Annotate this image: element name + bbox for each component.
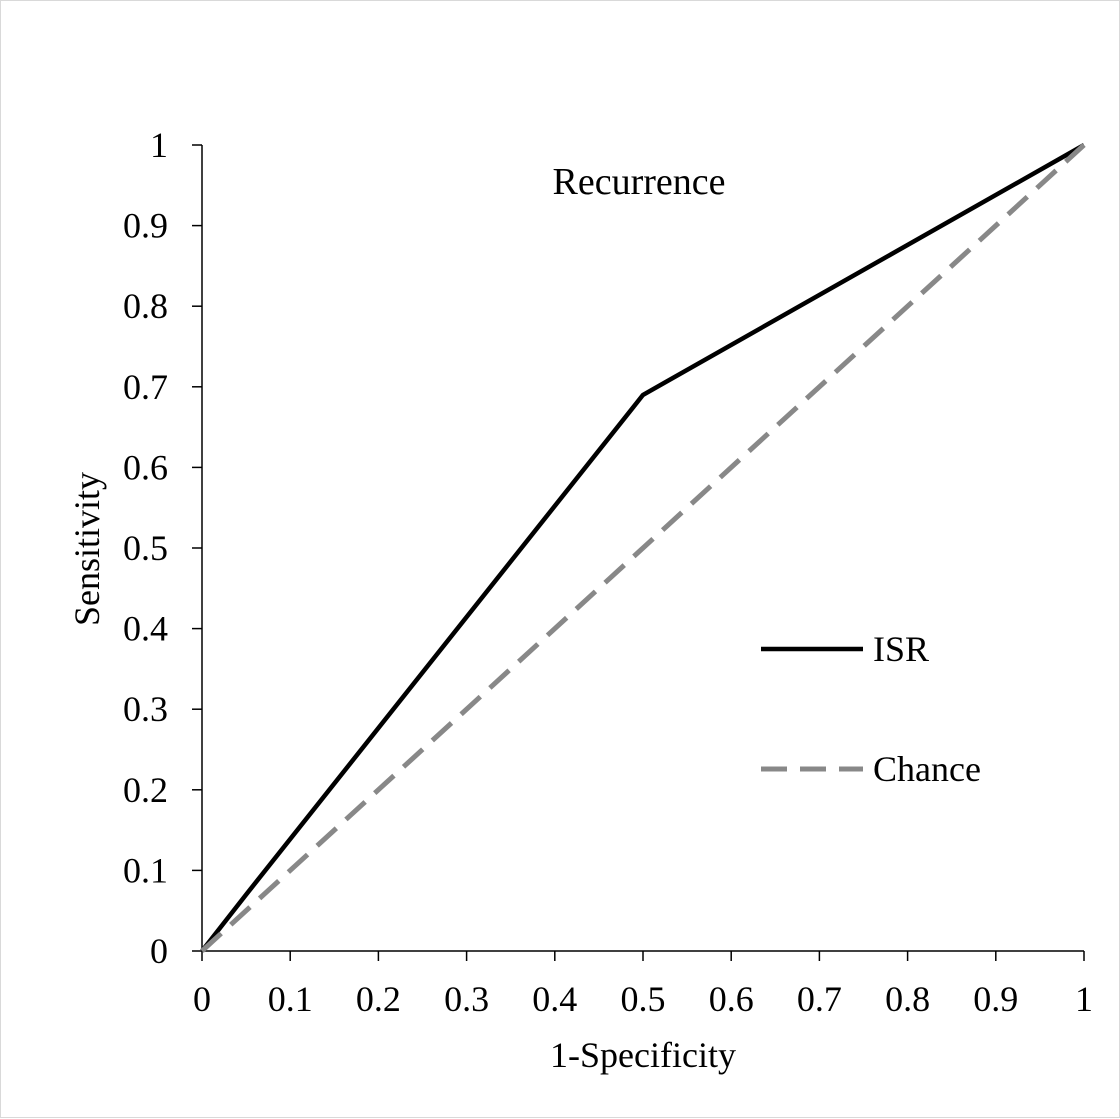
y-axis-title: Sensitivity: [67, 472, 107, 626]
y-tick-label: 0.2: [123, 770, 168, 810]
y-tick-label: 0.7: [123, 367, 168, 407]
series-lines: [200, 143, 1086, 953]
x-tick-label: 0.9: [973, 979, 1018, 1019]
x-tick-label: 0.6: [709, 979, 754, 1019]
series-line-chance: [200, 143, 1086, 953]
x-tick-label: 1: [1075, 979, 1093, 1019]
y-tick-label: 0.4: [123, 609, 168, 649]
y-tick-label: 0.8: [123, 286, 168, 326]
chart-title: Recurrence: [553, 161, 726, 203]
x-tick-label: 0.7: [797, 979, 842, 1019]
y-tick-label: 0.1: [123, 850, 168, 890]
x-axis-title: 1-Specificity: [550, 1035, 736, 1075]
x-tick-label: 0.8: [885, 979, 930, 1019]
legend-entry-isr: ISR: [761, 629, 929, 669]
x-tick-label: 0: [193, 979, 211, 1019]
y-tick-label: 0.3: [123, 689, 168, 729]
x-tick-label: 0.4: [532, 979, 577, 1019]
x-axis-ticks: 0 0.1 0.2 0.3 0.4 0.5 0.6 0.7 0.8 0.9 1: [193, 951, 1093, 1019]
y-axis-ticks: 0 0.1 0.2 0.3 0.4 0.5 0.6 0.7 0.8 0.9 1: [123, 125, 202, 971]
x-tick-label: 0.2: [356, 979, 401, 1019]
legend-entry-chance: Chance: [761, 749, 981, 789]
y-tick-label: 0: [150, 931, 168, 971]
x-tick-label: 0.1: [268, 979, 313, 1019]
y-tick-label: 0.6: [123, 447, 168, 487]
x-tick-label: 0.5: [621, 979, 666, 1019]
legend-label-isr: ISR: [873, 629, 929, 669]
y-tick-label: 1: [150, 125, 168, 165]
series-line-isr: [200, 143, 1086, 953]
legend-label-chance: Chance: [873, 749, 981, 789]
x-tick-label: 0.3: [444, 979, 489, 1019]
y-tick-label: 0.5: [123, 528, 168, 568]
legend: ISR Chance: [761, 629, 981, 789]
y-tick-label: 0.9: [123, 206, 168, 246]
